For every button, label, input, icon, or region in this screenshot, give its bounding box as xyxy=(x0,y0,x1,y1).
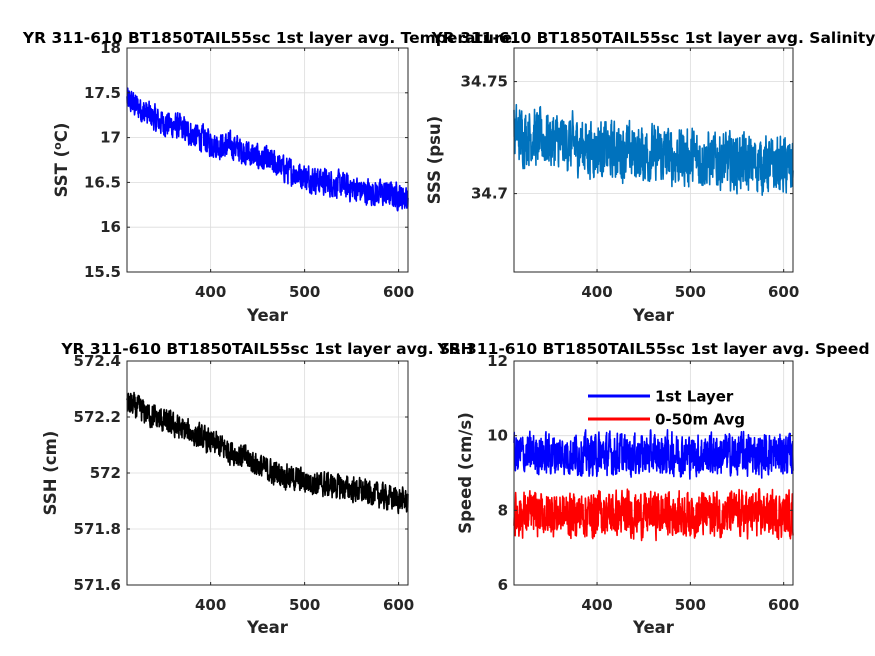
x-tick-label: 500 xyxy=(675,283,706,301)
y-tick-label: 34.7 xyxy=(471,185,508,203)
y-tick-label: 34.75 xyxy=(461,73,508,91)
y-axis-label-part: SST ( xyxy=(52,150,71,198)
data-layer xyxy=(513,103,794,196)
y-tick-label: 16 xyxy=(100,218,121,236)
x-tick-label: 400 xyxy=(581,596,612,614)
x-tick-label: 400 xyxy=(195,283,226,301)
x-tick-label: 500 xyxy=(289,283,320,301)
y-axis-label-superscript: o xyxy=(51,142,64,150)
y-tick-label: 10 xyxy=(487,427,508,445)
y-axis-label: SSH (cm) xyxy=(41,431,60,516)
x-tick-label: 500 xyxy=(289,596,320,614)
x-tick-label: 400 xyxy=(581,283,612,301)
y-tick-label: 12 xyxy=(487,352,508,370)
y-tick-label: 571.8 xyxy=(74,520,121,538)
chart-title: YR 311-610 BT1850TAIL55sc 1st layer avg.… xyxy=(60,340,473,358)
axes-box xyxy=(513,47,794,273)
data-layer xyxy=(126,87,409,212)
series-line xyxy=(513,103,794,196)
plot-area xyxy=(514,361,793,585)
tick-layer: 400 500 600 6 8 10 12 xyxy=(487,352,799,614)
y-axis-label: Speed (cm/s) xyxy=(456,412,475,534)
tick-layer: 400 500 600 34.7 34.75 xyxy=(461,48,799,301)
chart-title: YR 311-610 BT1850TAIL55sc 1st layer avg.… xyxy=(22,29,512,47)
legend-label-1st-layer: 1st Layer xyxy=(655,388,734,406)
x-tick-label: 600 xyxy=(768,596,799,614)
tick-layer: 400 500 600 15.5 16 16.5 17 17.5 18 xyxy=(84,39,414,301)
y-axis-label-part: C) xyxy=(52,123,71,143)
x-tick-label: 600 xyxy=(768,283,799,301)
series-line xyxy=(126,87,409,212)
panel-speed: 400 500 600 6 8 10 12 YR 311-610 BT1850TAIL55s… xyxy=(436,340,869,637)
y-tick-label: 572.2 xyxy=(74,408,121,426)
x-axis-label: Year xyxy=(632,306,675,325)
y-tick-label: 572 xyxy=(90,464,121,482)
axes-box xyxy=(126,47,409,273)
chart-title: YR 311-610 BT1850TAIL55sc 1st layer avg.… xyxy=(431,29,875,47)
legend: 1st Layer 0-50m Avg xyxy=(588,388,745,429)
x-tick-label: 400 xyxy=(195,596,226,614)
x-tick-label: 600 xyxy=(383,283,414,301)
series-line xyxy=(513,428,794,480)
y-axis-label: SST (oC) xyxy=(51,123,71,198)
x-axis-label: Year xyxy=(246,306,289,325)
y-tick-label: 18 xyxy=(100,39,121,57)
y-tick-label: 17.5 xyxy=(84,84,121,102)
y-tick-label: 16.5 xyxy=(84,173,121,191)
series-line xyxy=(126,391,409,515)
x-axis-label: Year xyxy=(632,618,675,637)
x-tick-label: 600 xyxy=(383,596,414,614)
panel-salinity: 400 500 600 34.7 34.75 YR 311-610 BT1850TAIL… xyxy=(425,29,875,325)
legend-label-0-50m-avg: 0-50m Avg xyxy=(655,411,745,429)
tick-layer: 400 500 600 571.6 571.8 572 572.2 572.4 xyxy=(74,352,415,614)
x-tick-label: 500 xyxy=(675,596,706,614)
x-axis-label: Year xyxy=(246,618,289,637)
panel-ssh: 400 500 600 571.6 571.8 572 572.2 572.4 YR 311-… xyxy=(41,340,474,637)
y-tick-label: 8 xyxy=(498,501,508,519)
series-line xyxy=(513,487,794,542)
y-tick-label: 15.5 xyxy=(84,263,121,281)
y-tick-label: 571.6 xyxy=(74,576,121,594)
y-axis-label: SSS (psu) xyxy=(425,116,444,204)
chart-title: YR 311-610 BT1850TAIL55sc 1st layer avg.… xyxy=(436,340,869,358)
y-tick-label: 17 xyxy=(100,129,121,147)
y-tick-label: 572.4 xyxy=(74,352,121,370)
data-layer xyxy=(513,428,794,542)
axes-box xyxy=(513,360,794,586)
data-layer xyxy=(126,391,409,515)
panel-temperature: 400 500 600 15.5 16 16.5 17 17.5 18 YR 311-610 B… xyxy=(22,29,512,325)
y-tick-label: 6 xyxy=(498,576,508,594)
